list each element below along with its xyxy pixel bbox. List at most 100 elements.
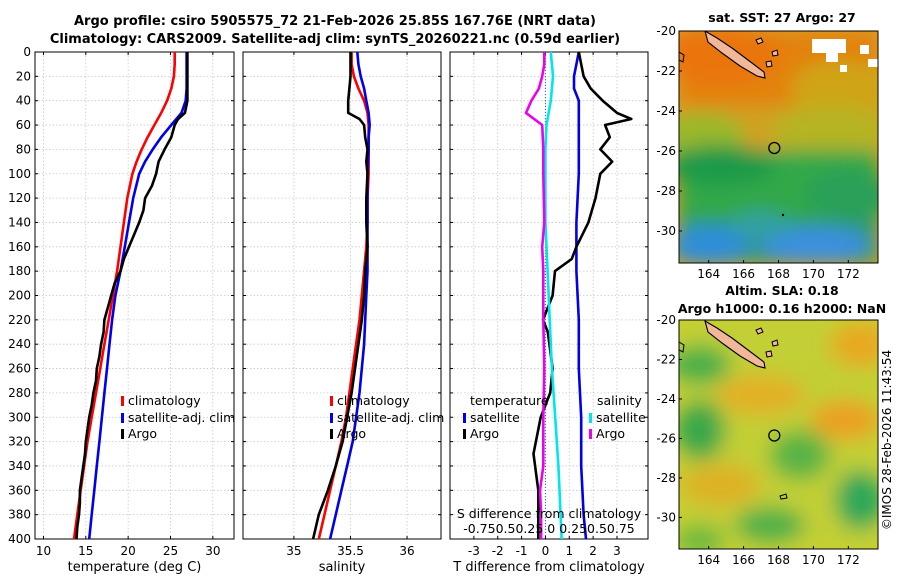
map-lon-label: 172 — [837, 267, 860, 281]
depth-tick-label: 180 — [8, 264, 31, 278]
legend-label: Argo — [128, 426, 157, 441]
x-tick-label: 35 — [286, 544, 301, 558]
legend-swatch — [121, 413, 124, 423]
figure-title-line2: Climatology: CARS2009. Satellite-adj cli… — [49, 32, 621, 47]
sla-map-axes: 164 166 168 170 172 -20 -22 -24 -26 -28 -30 — [656, 313, 859, 567]
legend-label: Argo — [337, 426, 366, 441]
difference-panel: -3 -2 -1 0 1 2 3 T difference from climatology t… — [449, 51, 649, 575]
map-lat-label: -20 — [656, 313, 676, 327]
sla-map-title-line1: Altim. SLA: 0.18 — [725, 283, 839, 298]
map-lon-label: 170 — [802, 553, 825, 567]
x-tick-label: 30 — [205, 544, 220, 558]
map-lon-label: 164 — [697, 553, 720, 567]
sst-map-title: sat. SST: 27 Argo: 27 — [708, 10, 856, 25]
depth-tick-label: 400 — [8, 532, 31, 546]
map-lat-label: -22 — [656, 64, 676, 78]
depth-tick-label: 340 — [8, 459, 31, 473]
depth-tick-label: 200 — [8, 289, 31, 303]
depth-tick-label: 80 — [16, 142, 31, 156]
map-lon-label: 168 — [767, 267, 790, 281]
legend-swatch — [463, 429, 466, 439]
x-axis-label: salinity — [319, 560, 366, 575]
series-salinity-argo — [524, 52, 546, 539]
legend-swatch — [589, 429, 592, 439]
depth-tick-label: 360 — [8, 483, 31, 497]
x-tick-label: 10 — [36, 544, 51, 558]
series-climatology — [72, 52, 176, 540]
map-lon-label: 166 — [732, 267, 755, 281]
legend-label: Argo — [470, 426, 499, 441]
x-axis-label: temperature (deg C) — [68, 560, 202, 575]
map-lon-label: 172 — [837, 553, 860, 567]
map-lat-label: -26 — [656, 431, 676, 445]
map-lat-label: -26 — [656, 144, 676, 158]
x-tick-label: 25 — [163, 544, 178, 558]
salinity-panel: 35 35.5 36 salinity climatology satellite-adj… — [242, 51, 444, 575]
x-tick-label: 2 — [589, 544, 597, 558]
x-tick-label: -1 — [516, 544, 528, 558]
sst-map-axes: 164 166 168 170 172 -20 -22 -24 -26 -28 -30 — [656, 24, 859, 281]
map-lat-label: -24 — [656, 104, 676, 118]
sla-map: 164 166 168 170 172 -20 -22 -24 -26 -28 -30 — [656, 313, 879, 567]
sla-argo-position-marker — [768, 429, 781, 442]
x-tick-label: -2 — [492, 544, 504, 558]
legend-title-temperature: temperature — [470, 393, 549, 408]
sst-argo-position-marker — [768, 141, 781, 155]
map-lon-label: 164 — [697, 267, 720, 281]
depth-tick-label: 320 — [8, 435, 31, 449]
depth-tick-label: 40 — [16, 94, 31, 108]
series-satellite-adj-clim — [87, 52, 188, 540]
legend-label: satellite-adj. clim — [128, 410, 235, 425]
depth-tick-label: 380 — [8, 508, 31, 522]
map-lat-label: -24 — [656, 392, 676, 406]
map-lat-label: -22 — [656, 352, 676, 366]
x-tick-label: 3 — [613, 544, 621, 558]
salinity-diff-axis-label: S difference from climatology — [457, 506, 642, 521]
new-caledonia-coast-sst — [679, 31, 785, 217]
x-axis-label: T difference from climatology — [452, 560, 645, 575]
x-tick-label: 15 — [78, 544, 93, 558]
series-temperature-argo — [532, 51, 633, 539]
depth-tick-label: 0 — [23, 45, 31, 59]
map-lat-label: -20 — [656, 24, 676, 38]
x-tick-label: 20 — [121, 544, 136, 558]
depth-tick-label: 240 — [8, 337, 31, 351]
figure-title-line1: Argo profile: csiro 5905575_72 21-Feb-20… — [73, 14, 596, 29]
map-lat-label: -30 — [656, 510, 676, 524]
legend-swatch — [330, 413, 333, 423]
legend-swatch — [121, 429, 124, 439]
x-tick-label: 35.5 — [337, 544, 364, 558]
depth-tick-label: 260 — [8, 362, 31, 376]
depth-tick-label: 140 — [8, 215, 31, 229]
depth-tick-label: 220 — [8, 313, 31, 327]
legend-label: climatology — [128, 393, 201, 408]
sla-map-field — [679, 320, 878, 549]
map-lon-label: 168 — [767, 553, 790, 567]
map-lon-label: 166 — [732, 553, 755, 567]
map-lat-label: -30 — [656, 224, 676, 238]
new-caledonia-coast-sla — [679, 320, 788, 500]
series-climatology — [317, 52, 370, 540]
legend-title-salinity: salinity — [597, 393, 642, 408]
temperature-panel: 0 20 40 60 80 100 120 140 160 180 200 220 240 260 280 3… — [8, 45, 235, 575]
depth-tick-label: 160 — [8, 240, 31, 254]
salinity-diff-tick-labels: -0.750.50.25 0 0.250.50.75 — [463, 521, 635, 536]
map-lon-label: 170 — [802, 267, 825, 281]
legend-label: satellite-adj. clim — [337, 410, 444, 425]
legend-swatch — [121, 396, 124, 406]
depth-tick-label: 300 — [8, 410, 31, 424]
x-tick-label: -3 — [468, 544, 480, 558]
legend-label: satellite — [596, 410, 646, 425]
x-tick-label: 1 — [565, 544, 573, 558]
legend-label: satellite — [470, 410, 520, 425]
map-lat-label: -28 — [656, 184, 676, 198]
depth-tick-label: 20 — [16, 69, 31, 83]
legend-label: Argo — [596, 426, 625, 441]
x-tick-label: 36 — [399, 544, 414, 558]
series-argo — [311, 52, 369, 540]
map-lat-label: -28 — [656, 471, 676, 485]
depth-tick-label: 60 — [16, 118, 31, 132]
sla-map-title-line2: Argo h1000: 0.16 h2000: NaN — [677, 301, 887, 316]
series-argo — [75, 52, 189, 540]
